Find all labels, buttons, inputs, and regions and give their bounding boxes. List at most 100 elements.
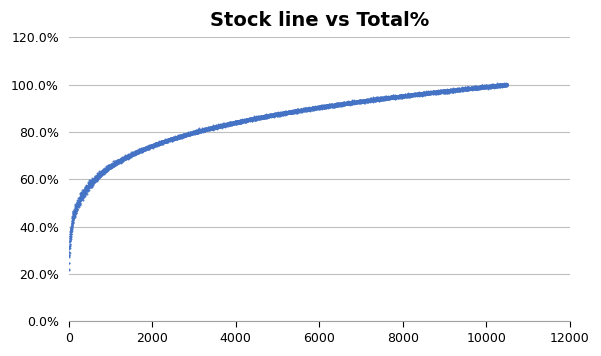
Point xyxy=(490,82,499,88)
Point xyxy=(442,88,452,94)
Point xyxy=(390,94,400,99)
Point xyxy=(139,146,148,152)
Point xyxy=(381,96,391,101)
Point xyxy=(419,90,429,96)
Point xyxy=(82,186,91,192)
Point xyxy=(243,117,252,123)
Point xyxy=(415,92,425,98)
Point xyxy=(97,171,107,177)
Point xyxy=(346,100,355,106)
Point xyxy=(92,175,102,181)
Point xyxy=(302,107,311,112)
Point xyxy=(222,121,232,127)
Point xyxy=(433,90,442,96)
Point xyxy=(338,101,347,107)
Point xyxy=(457,86,467,92)
Point xyxy=(132,150,141,155)
Point xyxy=(373,96,383,102)
Point xyxy=(103,165,113,171)
Point xyxy=(85,183,94,188)
Point xyxy=(466,85,475,91)
Point xyxy=(445,88,454,94)
Point xyxy=(442,89,452,94)
Point xyxy=(276,110,285,116)
Point xyxy=(198,128,207,134)
Point xyxy=(240,118,249,124)
Point xyxy=(210,124,219,129)
Point xyxy=(76,195,86,201)
Point xyxy=(412,91,421,97)
Point xyxy=(263,112,273,117)
Point xyxy=(386,94,395,99)
Point xyxy=(245,116,255,122)
Point xyxy=(311,105,320,110)
Point xyxy=(368,97,377,103)
Point xyxy=(478,84,488,89)
Point xyxy=(370,97,379,103)
Point xyxy=(487,83,496,89)
Point xyxy=(280,110,290,116)
Point xyxy=(375,96,385,102)
Point xyxy=(497,82,507,88)
Point xyxy=(98,170,108,176)
Point xyxy=(278,111,287,117)
Point xyxy=(173,134,183,140)
Point xyxy=(399,93,409,98)
Point xyxy=(199,125,209,131)
Point xyxy=(288,109,297,114)
Point xyxy=(106,164,116,170)
Point xyxy=(166,136,175,141)
Point xyxy=(145,144,155,150)
Point xyxy=(421,90,431,95)
Point xyxy=(361,99,370,104)
Point xyxy=(238,117,248,123)
Point xyxy=(423,91,433,96)
Point xyxy=(487,82,497,88)
Point xyxy=(129,151,139,157)
Point xyxy=(306,106,316,112)
Point xyxy=(474,84,484,89)
Point xyxy=(298,107,308,113)
Point xyxy=(120,154,130,160)
Point xyxy=(159,139,169,145)
Point xyxy=(281,110,290,116)
Point xyxy=(143,145,153,150)
Point xyxy=(382,95,392,101)
Point xyxy=(487,83,496,89)
Point xyxy=(88,177,98,183)
Point xyxy=(323,103,333,109)
Point xyxy=(349,99,359,105)
Point xyxy=(471,86,480,91)
Point xyxy=(69,209,78,214)
Point xyxy=(132,149,142,155)
Point xyxy=(135,148,144,153)
Point xyxy=(271,112,281,118)
Point xyxy=(106,164,116,170)
Point xyxy=(447,87,457,93)
Point xyxy=(69,210,79,216)
Point xyxy=(433,89,442,94)
Point xyxy=(413,90,423,96)
Point xyxy=(415,91,424,96)
Point xyxy=(465,86,474,91)
Point xyxy=(310,106,320,111)
Point xyxy=(447,88,457,93)
Point xyxy=(180,133,190,139)
Point xyxy=(97,169,106,175)
Point xyxy=(130,150,140,156)
Point xyxy=(233,119,242,125)
Point xyxy=(177,132,187,138)
Point xyxy=(244,117,254,122)
Point xyxy=(175,134,185,140)
Point xyxy=(194,128,204,134)
Point xyxy=(81,186,91,192)
Point xyxy=(431,91,441,96)
Point xyxy=(72,203,81,209)
Point xyxy=(430,89,439,94)
Point xyxy=(135,148,144,154)
Point xyxy=(332,102,342,108)
Point xyxy=(367,97,376,103)
Point xyxy=(111,158,121,164)
Point xyxy=(123,155,133,161)
Point xyxy=(203,126,213,132)
